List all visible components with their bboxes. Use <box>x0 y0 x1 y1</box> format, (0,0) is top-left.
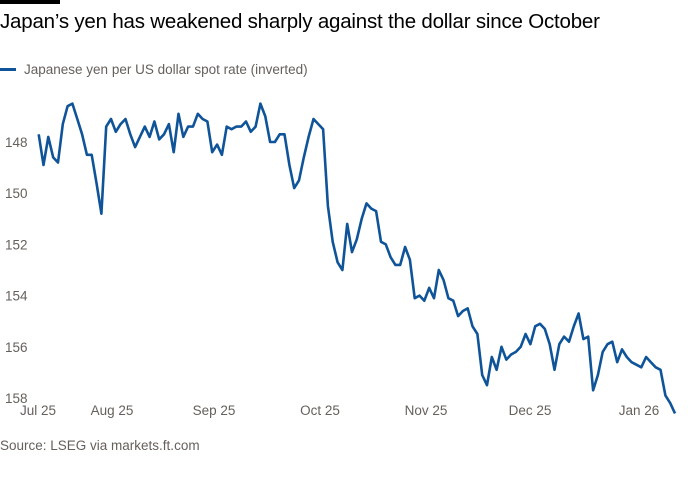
y-axis: 148 150 152 154 156 158 <box>5 135 28 406</box>
series-line-yen <box>37 102 677 414</box>
y-tick-label: 150 <box>5 186 28 201</box>
y-tick-label: 154 <box>5 289 28 304</box>
legend-swatch <box>0 67 16 71</box>
x-tick-label: Sep 25 <box>193 403 236 418</box>
y-tick-label: 156 <box>5 340 28 355</box>
x-tick-label: Oct 25 <box>300 403 340 418</box>
y-tick-label: 158 <box>5 391 28 406</box>
x-tick-label: Dec 25 <box>509 403 552 418</box>
brand-bar <box>0 0 60 4</box>
y-tick-label: 148 <box>5 135 28 150</box>
x-axis: Jul 25 Aug 25 Sep 25 Oct 25 Nov 25 Dec 25 Jan … <box>20 403 659 418</box>
x-tick-label: Aug 25 <box>91 403 134 418</box>
legend: Japanese yen per US dollar spot rate (in… <box>0 60 308 78</box>
x-tick-label: Jul 25 <box>20 403 56 418</box>
x-tick-label: Nov 25 <box>405 403 448 418</box>
x-tick-label: Jan 26 <box>619 403 660 418</box>
legend-label: Japanese yen per US dollar spot rate (in… <box>24 61 308 77</box>
y-tick-label: 152 <box>5 237 28 252</box>
source-note: Source: LSEG via markets.ft.com <box>0 438 200 453</box>
chart-title: Japan’s yen has weakened sharply against… <box>0 10 600 33</box>
